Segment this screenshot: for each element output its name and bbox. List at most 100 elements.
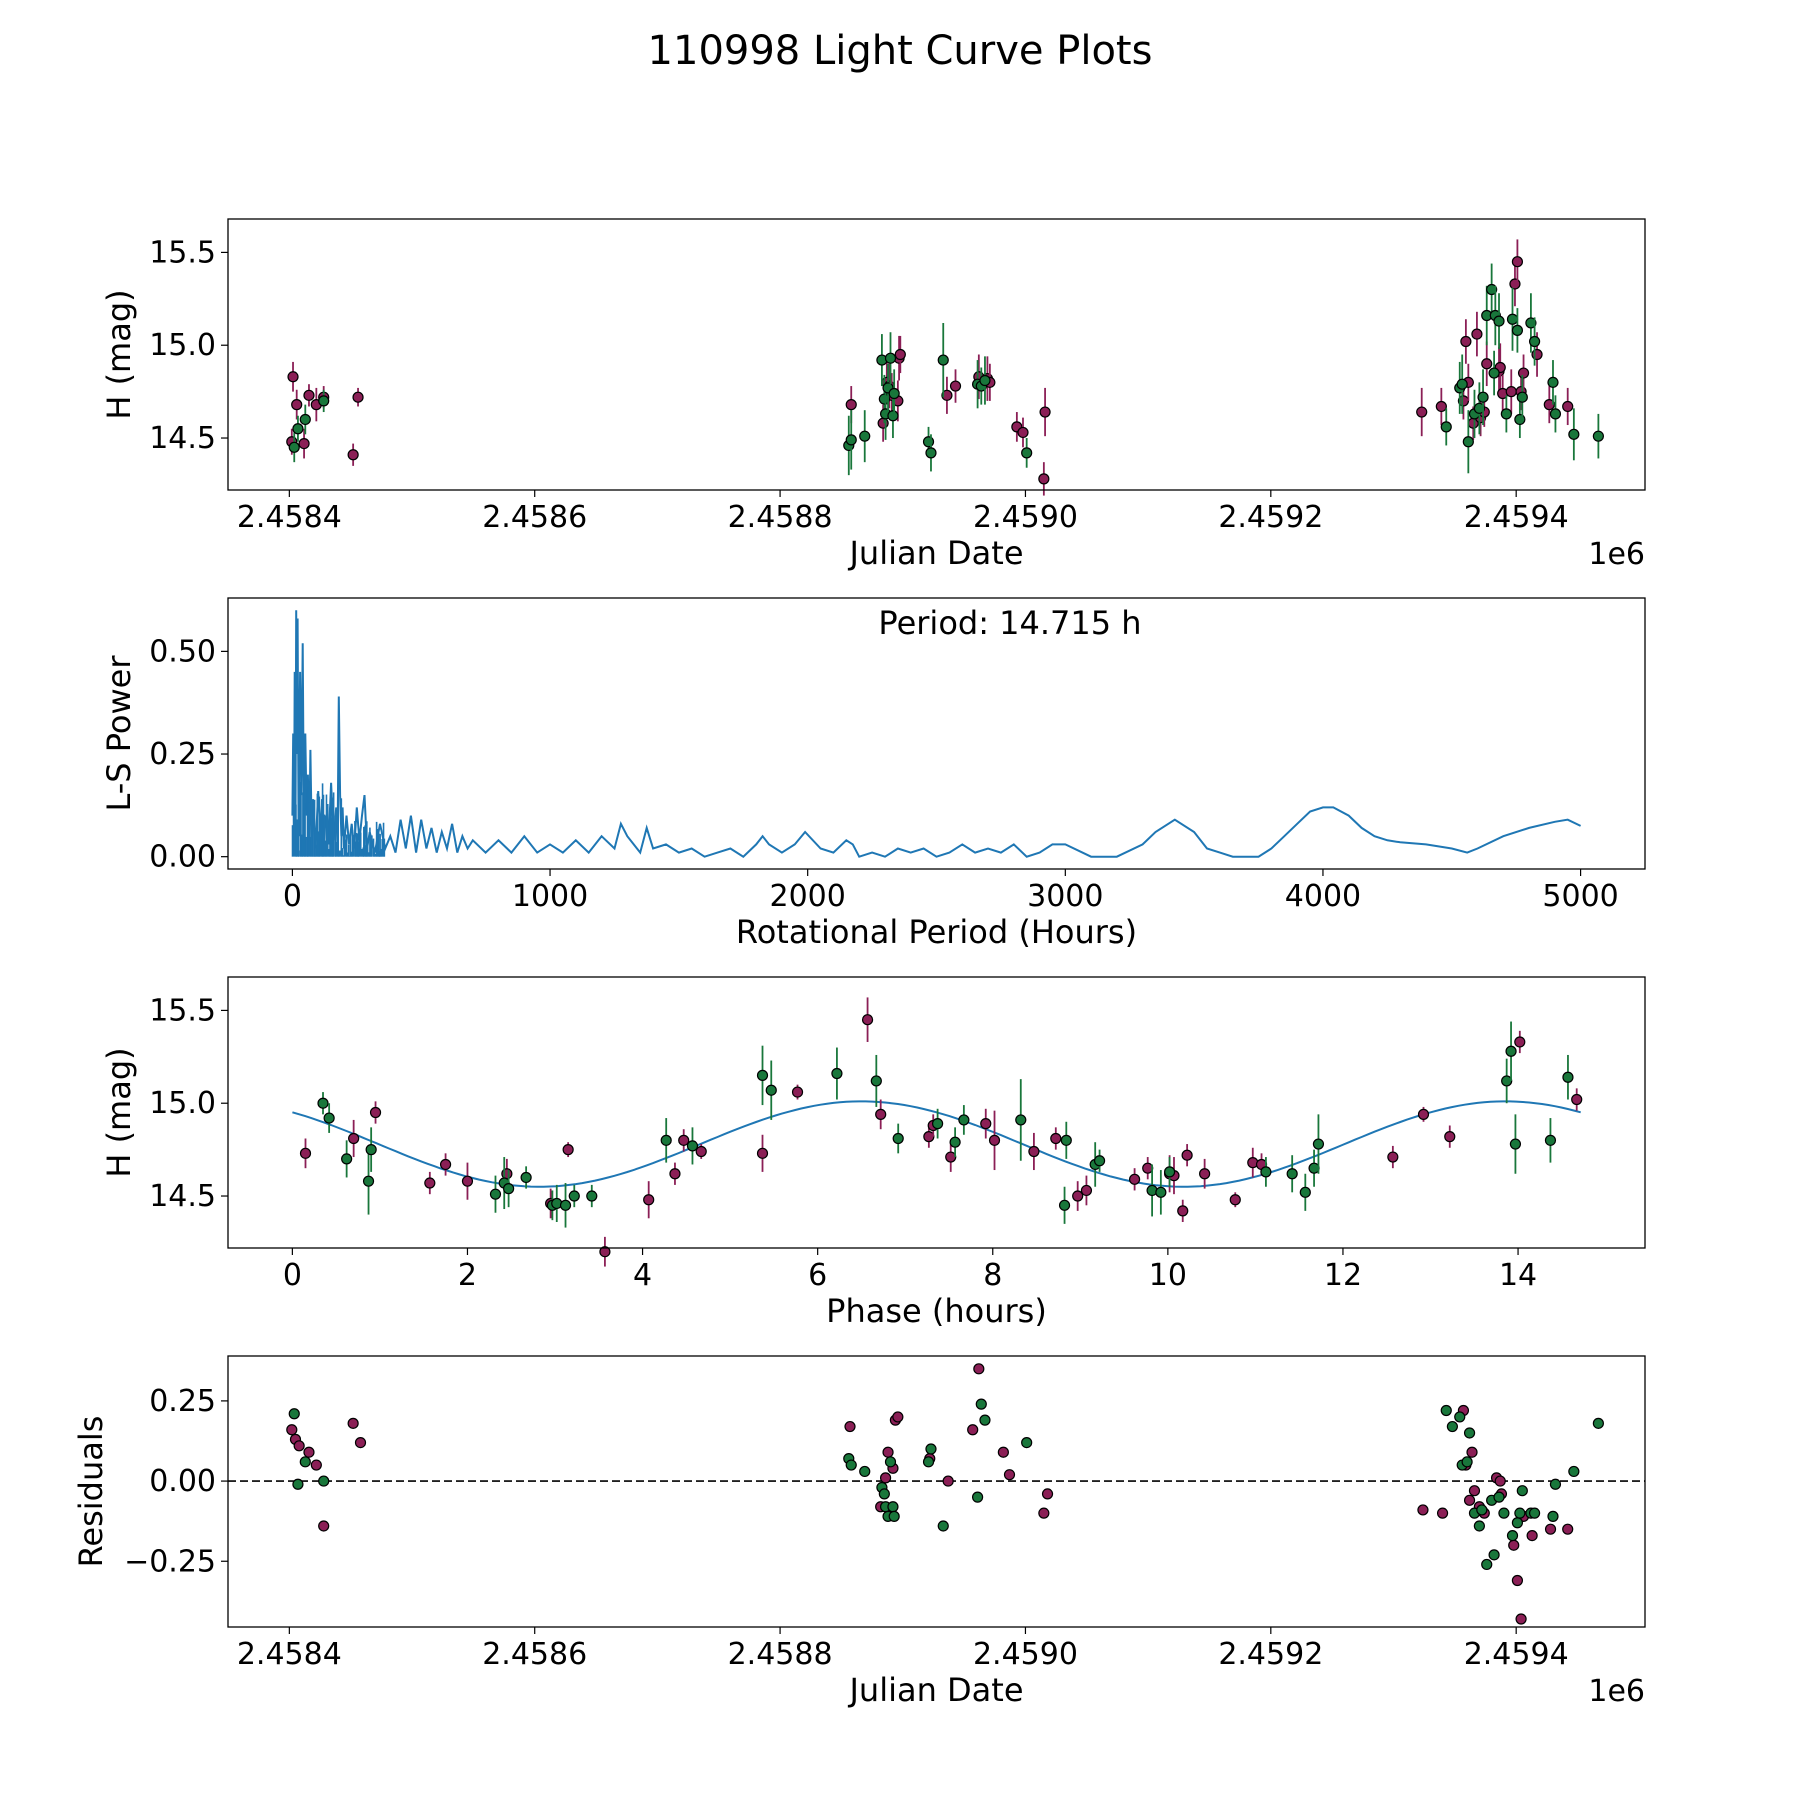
data-point: [1563, 1072, 1573, 1082]
y-axis-label: L-S Power: [100, 655, 138, 812]
data-point: [1508, 1531, 1518, 1541]
data-point: [888, 1502, 898, 1512]
data-point: [462, 1176, 472, 1186]
series-band_a: [300, 997, 1581, 1266]
data-point: [293, 424, 303, 434]
data-point: [679, 1135, 689, 1145]
data-point: [1287, 1169, 1297, 1179]
y-tick-label: 14.5: [149, 1179, 216, 1214]
data-point: [1494, 1492, 1504, 1502]
data-point: [1516, 1614, 1526, 1624]
x-tick-label: 0: [283, 879, 302, 914]
data-point: [1501, 409, 1511, 419]
data-point: [1022, 1438, 1032, 1448]
data-point: [950, 1137, 960, 1147]
data-point: [1512, 1575, 1522, 1585]
x-tick-label: 4: [633, 1258, 652, 1293]
x-tick-label: 1000: [512, 879, 588, 914]
data-point: [846, 1460, 856, 1470]
data-point: [893, 1133, 903, 1143]
data-point: [1548, 1511, 1558, 1521]
data-point: [883, 1447, 893, 1457]
data-point: [294, 1441, 304, 1451]
data-point: [889, 388, 899, 398]
panel-phasefold: 0 2 4 6 8 10 12 1414.515.015.5Phase (hours)H (m…: [100, 977, 1645, 1330]
data-point: [1506, 1046, 1516, 1056]
data-point: [758, 1148, 768, 1158]
data-point: [1004, 1470, 1014, 1480]
data-point: [1515, 414, 1525, 424]
data-point: [990, 1135, 1000, 1145]
data-point: [348, 1418, 358, 1428]
data-point: [1200, 1169, 1210, 1179]
data-point: [860, 1466, 870, 1476]
data-point: [1457, 379, 1467, 389]
axes-frame: [228, 1356, 1645, 1627]
figure-canvas: 2.4584 2.4586 2.4588 2.4590 2.4592 2.459414.5…: [0, 0, 1800, 1800]
x-tick-label: 2.4592: [1218, 1637, 1323, 1672]
data-point: [846, 400, 856, 410]
x-tick-label: 2.4592: [1218, 500, 1323, 535]
data-point: [976, 1399, 986, 1409]
data-point: [504, 1184, 514, 1194]
x-tick-label: 2.4586: [482, 1637, 587, 1672]
x-tick-label: 6: [808, 1258, 827, 1293]
data-point: [348, 450, 358, 460]
data-point: [1478, 392, 1488, 402]
data-point: [1463, 437, 1473, 447]
data-point: [1465, 1428, 1475, 1438]
data-point: [364, 1176, 374, 1186]
data-point: [288, 372, 298, 382]
data-point: [561, 1200, 571, 1210]
data-point: [644, 1195, 654, 1205]
data-point: [980, 1415, 990, 1425]
data-point: [1593, 1418, 1603, 1428]
data-point: [1510, 1139, 1520, 1149]
data-point: [758, 1070, 768, 1080]
data-point: [1482, 1559, 1492, 1569]
data-point: [1509, 1540, 1519, 1550]
data-point: [1441, 1406, 1451, 1416]
data-point: [1230, 1195, 1240, 1205]
data-point: [1467, 1447, 1477, 1457]
data-point: [1489, 1550, 1499, 1560]
data-point: [300, 1148, 310, 1158]
data-point: [1261, 1167, 1271, 1177]
data-point: [1029, 1146, 1039, 1156]
x-offset-label: 1e6: [1588, 1674, 1645, 1709]
data-point: [1472, 329, 1482, 339]
data-point: [1441, 422, 1451, 432]
data-point: [587, 1191, 597, 1201]
data-point: [1095, 1156, 1105, 1166]
data-point: [1018, 427, 1028, 437]
data-point: [1445, 1132, 1455, 1142]
data-point: [661, 1135, 671, 1145]
data-point: [1417, 407, 1427, 417]
data-point: [924, 1457, 934, 1467]
data-point: [1061, 1135, 1071, 1145]
data-point: [1461, 337, 1471, 347]
data-point: [1546, 1524, 1556, 1534]
data-point: [1563, 401, 1573, 411]
axes-frame: [228, 219, 1645, 490]
data-point: [300, 1457, 310, 1467]
data-point: [1022, 448, 1032, 458]
data-point: [1474, 1521, 1484, 1531]
data-point: [1512, 257, 1522, 267]
data-point: [1039, 474, 1049, 484]
x-axis-label: Phase (hours): [826, 1292, 1047, 1330]
data-point: [1572, 1095, 1582, 1105]
data-point: [1550, 1479, 1560, 1489]
data-point: [1130, 1174, 1140, 1184]
data-point: [1043, 1489, 1053, 1499]
data-point: [293, 1479, 303, 1489]
data-point: [926, 448, 936, 458]
data-point: [933, 1119, 943, 1129]
data-point: [863, 1015, 873, 1025]
y-tick-label: 15.0: [149, 1086, 216, 1121]
data-point: [324, 1113, 334, 1123]
data-point: [1515, 1508, 1525, 1518]
model-fit-curve: [292, 1101, 1580, 1186]
data-point: [938, 355, 948, 365]
data-point: [888, 411, 898, 421]
